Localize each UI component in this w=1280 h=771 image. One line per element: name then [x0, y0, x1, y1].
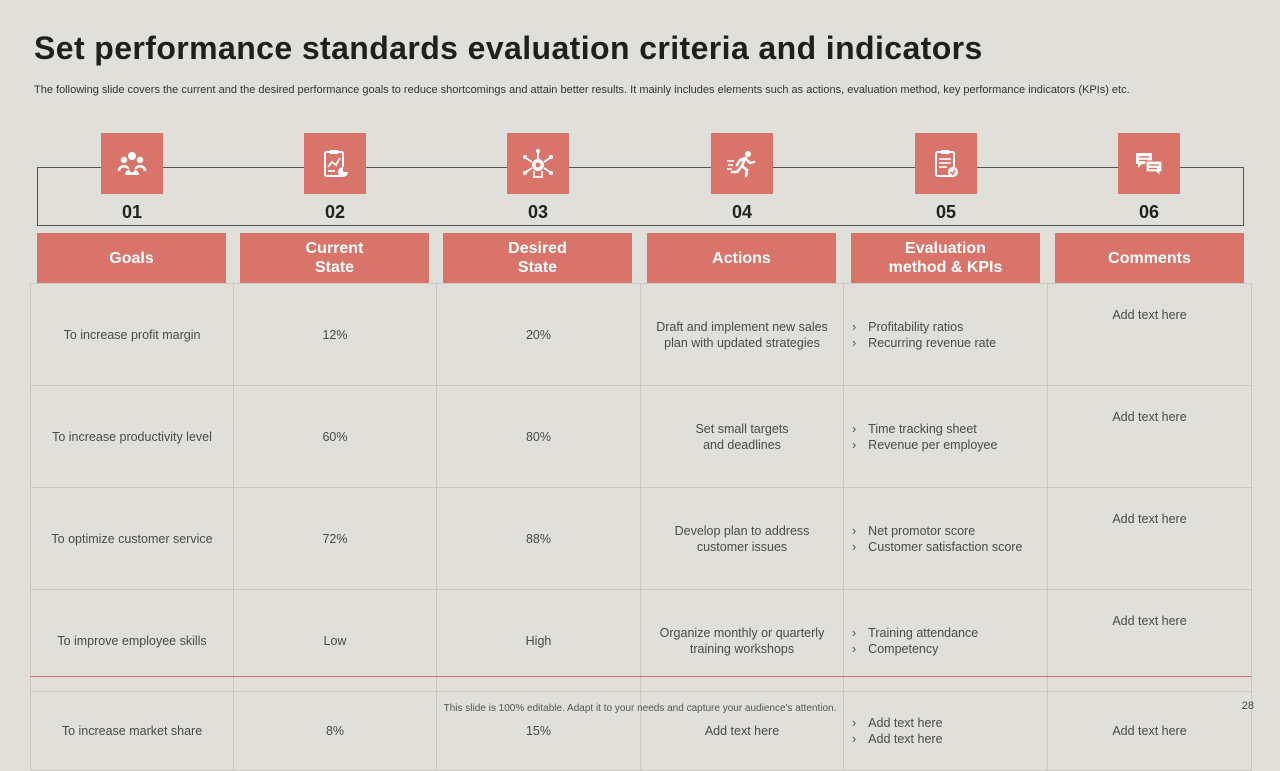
slide-footer: This slide is 100% editable. Adapt it to… — [443, 703, 837, 714]
header-evaluation-kpis: Evaluation method & KPIs — [851, 233, 1040, 283]
chevron-right-icon: › — [852, 335, 857, 350]
step-number: 05 — [935, 202, 957, 222]
chevron-right-icon: › — [852, 732, 857, 746]
step-number: 03 — [527, 202, 549, 222]
step-number: 02 — [324, 202, 346, 222]
goal-cell: To improve employee skills — [30, 589, 234, 692]
kpi-cell: › Net promotor score › Customer satisfacti… — [843, 487, 1048, 590]
goal-cell: To increase profit margin — [30, 283, 234, 386]
kpi-cell: › Time tracking sheet › Revenue per employ… — [843, 385, 1048, 488]
action-cell: Draft and implement new sales plan with … — [640, 283, 844, 386]
desired-state-cell: 20% — [436, 283, 641, 386]
step-number: 06 — [1138, 202, 1160, 222]
header-actions: Actions — [647, 233, 836, 283]
table-row: To optimize customer service 72% 88% Dev… — [30, 487, 1252, 590]
kpi-item: Revenue per employee — [868, 437, 998, 452]
action-cell: Set small targets and deadlines — [640, 385, 844, 488]
current-state-cell: 12% — [233, 283, 437, 386]
table-row: To improve employee skills Low High Orga… — [30, 589, 1252, 692]
goal-cell: To increase productivity level — [30, 385, 234, 488]
chat-bubbles-icon — [1136, 152, 1163, 177]
current-state-cell: 72% — [233, 487, 437, 590]
step-icon-box — [507, 133, 569, 194]
desired-state-cell: 88% — [436, 487, 641, 590]
chevron-right-icon: › — [852, 539, 857, 554]
chevron-right-icon: › — [852, 421, 857, 436]
table-row: To increase productivity level 60% 80% S… — [30, 385, 1252, 488]
kpi-cell: › Profitability ratios › Recurring revenue… — [843, 283, 1048, 386]
chevron-right-icon: › — [852, 523, 857, 538]
comment-cell: Add text here — [1047, 385, 1252, 488]
chevron-right-icon: › — [852, 641, 857, 656]
header-comments: Comments — [1055, 233, 1244, 283]
desired-state-cell: High — [436, 589, 641, 692]
kpi-item: Profitability ratios — [868, 319, 964, 334]
current-state-cell: 60% — [233, 385, 437, 488]
kpi-item: Add text here — [868, 716, 943, 730]
goal-cell: To optimize customer service — [30, 487, 234, 590]
kpi-item: Training attendance — [868, 625, 979, 640]
comment-cell: Add text here — [1047, 487, 1252, 590]
chevron-right-icon: › — [852, 716, 857, 730]
table-bottom-accent-line — [30, 676, 1251, 677]
action-cell: Organize monthly or quarterly training w… — [640, 589, 844, 692]
kpi-item: Add text here — [868, 732, 943, 746]
step-6: 06 — [1118, 133, 1180, 223]
chevron-right-icon: › — [852, 437, 857, 452]
step-4: 04 — [711, 133, 773, 223]
step-icon-box — [711, 133, 773, 194]
criteria-table: To increase profit margin 12% 20% Draft … — [30, 283, 1252, 771]
step-number: 01 — [121, 202, 143, 222]
step-3: 03 — [507, 133, 569, 223]
desired-state-cell: 80% — [436, 385, 641, 488]
running-person-icon — [727, 150, 756, 177]
chevron-right-icon: › — [852, 625, 857, 640]
kpi-item: Recurring revenue rate — [868, 335, 997, 350]
header-current-state: Current State — [240, 233, 429, 283]
kpi-item: Time tracking sheet — [868, 421, 977, 436]
chevron-right-icon: › — [852, 319, 857, 334]
kpi-cell: › Training attendance › Competency — [843, 589, 1048, 692]
checklist-icon — [935, 149, 958, 177]
goals-people-icon — [117, 151, 147, 175]
comment-cell: Add text here — [1047, 283, 1252, 386]
action-cell: Develop plan to address customer issues — [640, 487, 844, 590]
header-desired-state: Desired State — [443, 233, 632, 283]
step-icon-box — [304, 133, 366, 194]
target-network-icon — [523, 148, 553, 178]
table-row: To increase profit margin 12% 20% Draft … — [30, 283, 1252, 386]
step-icon-box — [1118, 133, 1180, 194]
comment-cell: Add text here — [1047, 589, 1252, 692]
header-goals: Goals — [37, 233, 226, 283]
step-5: 05 — [915, 133, 977, 223]
step-2: 02 — [304, 133, 366, 223]
kpi-item: Customer satisfaction score — [868, 539, 1023, 554]
timeline-frame — [37, 167, 1244, 226]
kpi-item: Competency — [868, 641, 939, 656]
slide-subtitle: The following slide covers the current a… — [34, 84, 1130, 96]
slide-title: Set performance standards evaluation cri… — [34, 30, 983, 66]
kpi-item: Net promotor score — [868, 523, 976, 538]
clipboard-chart-icon — [324, 149, 348, 177]
step-1: 01 — [101, 133, 163, 223]
step-icon-box — [101, 133, 163, 194]
step-number: 04 — [731, 202, 753, 222]
step-icon-box — [915, 133, 977, 194]
page-number: 28 — [1241, 700, 1254, 712]
